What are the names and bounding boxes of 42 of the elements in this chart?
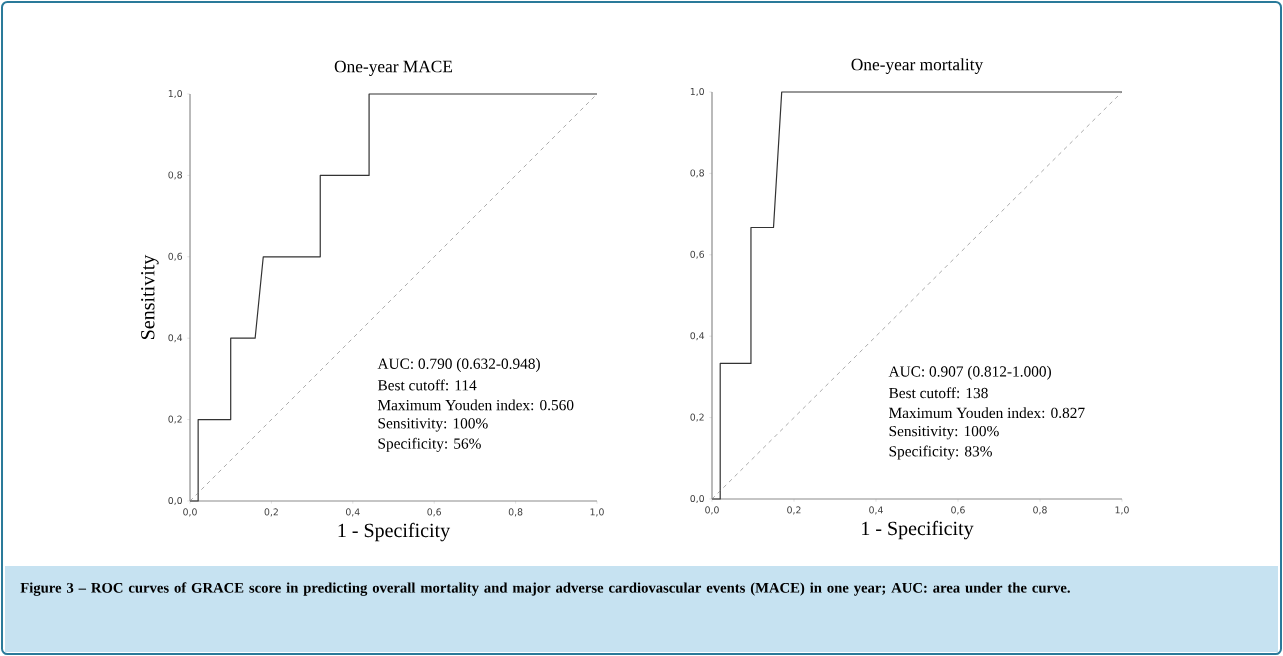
y-tick-label: 0,8 [690, 169, 704, 178]
line-series [189, 93, 598, 502]
x-axis-title: 1 - Specificity [338, 522, 451, 542]
x-tick-label: 0,0 [705, 506, 719, 515]
annotation: Maximum Youden index: 0.560 [377, 399, 574, 411]
chart-title: One-year mortality [851, 58, 984, 74]
annotation: AUC: 0.907 (0.812-1.000) [888, 365, 1051, 380]
annotation: Best cutoff: 138 [889, 387, 988, 399]
y-tick-label: 1,0 [168, 89, 182, 98]
x-tick-label: 0,2 [264, 508, 278, 517]
y-tick-label: 0,2 [168, 415, 182, 424]
y-tick-label: 0,6 [168, 252, 183, 261]
caption: Figure 3 – ROC curves of GRACE score in predicting overall mortality and major adverse cardiovascular events (MACE) in one year; AUC: area under the curve. [20, 582, 1070, 596]
y-tick-label: 0,6 [690, 250, 705, 259]
annotation: Best cutoff: 114 [377, 379, 477, 391]
y-tick-label: 0,2 [690, 413, 704, 422]
x-tick-label: 0,4 [345, 508, 360, 517]
x-tick-label: 0,4 [869, 506, 883, 515]
x-tick-label: 0,8 [508, 508, 523, 517]
annotation: Sensitivity: 100% [889, 425, 999, 440]
annotation: Specificity: 56% [378, 437, 481, 452]
y-tick-label: 0,4 [168, 334, 183, 343]
line-series [711, 91, 1123, 500]
annotation: Sensitivity: 100% [378, 418, 488, 432]
y-tick-label: 0,8 [168, 171, 182, 180]
y-axis-title: Sensitivity [141, 254, 159, 339]
x-tick-label: 0,0 [183, 508, 197, 517]
x-tick-label: 0,6 [951, 506, 965, 515]
x-tick-label: 0,2 [787, 506, 801, 515]
x-tick-label: 1,0 [590, 508, 604, 517]
x-tick-label: 0,6 [427, 508, 442, 517]
y-tick-label: 1,0 [690, 87, 704, 96]
y-tick-label: 0,0 [168, 496, 182, 505]
x-tick-label: 1,0 [1115, 506, 1129, 515]
x-axis-title: 1 - Specificity [862, 520, 974, 540]
annotation: Specificity: 83% [889, 445, 992, 460]
annotation: Maximum Youden index: 0.827 [889, 407, 1085, 419]
x-tick-label: 0,8 [1033, 506, 1047, 515]
chart-title: One-year MACE [334, 60, 453, 76]
annotation: AUC: 0.790 (0.632-0.948) [377, 358, 540, 372]
y-tick-label: 0,0 [690, 494, 704, 503]
y-tick-label: 0,4 [690, 332, 705, 341]
